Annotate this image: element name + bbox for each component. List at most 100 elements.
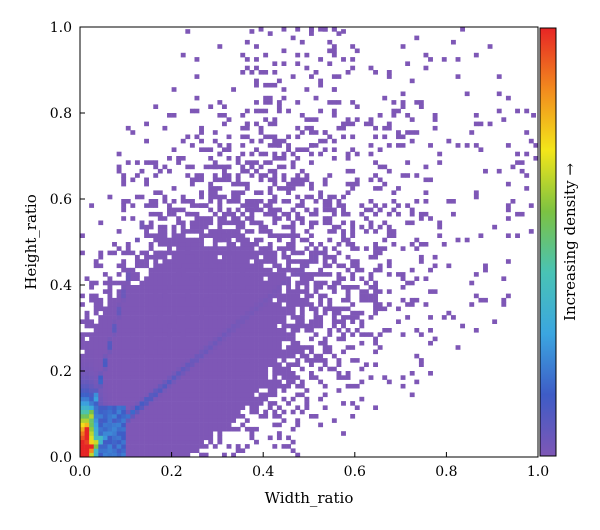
heatmap-cell — [121, 396, 127, 402]
heatmap-cell — [331, 310, 337, 316]
heatmap-cell — [235, 285, 241, 290]
heatmap-cell — [194, 379, 200, 385]
heatmap-cell — [258, 401, 264, 406]
heatmap-cell — [144, 345, 149, 350]
heatmap-cell — [254, 409, 259, 415]
heatmap-cell — [107, 435, 113, 441]
heatmap-cell — [98, 388, 104, 393]
heatmap-cell — [322, 345, 328, 350]
heatmap-cell — [89, 422, 95, 428]
heatmap-cell — [276, 431, 282, 436]
heatmap-cell — [176, 422, 182, 428]
heatmap-cell — [134, 315, 140, 320]
heatmap-cell — [217, 388, 223, 393]
heatmap-cell — [263, 250, 269, 256]
heatmap-cell — [176, 388, 182, 393]
heatmap-cell — [240, 358, 246, 363]
heatmap-cell — [281, 164, 287, 170]
heatmap-cell — [240, 285, 246, 290]
heatmap-cell — [240, 371, 246, 376]
heatmap-cell — [217, 113, 223, 118]
heatmap-cell — [153, 345, 159, 350]
heatmap-cell — [336, 280, 342, 286]
heatmap-cell — [304, 358, 310, 363]
heatmap-cell — [80, 366, 85, 372]
heatmap-cell — [299, 272, 305, 277]
heatmap-cell — [84, 409, 90, 415]
heatmap-cell — [217, 353, 223, 359]
heatmap-cell — [249, 229, 255, 234]
heatmap-cell — [112, 302, 117, 307]
heatmap-cell — [167, 242, 172, 247]
heatmap-cell — [180, 156, 186, 161]
heatmap-cell — [258, 383, 264, 389]
heatmap-cell — [249, 272, 255, 277]
heatmap-cell — [134, 375, 140, 380]
heatmap-cell — [185, 340, 191, 346]
heatmap-cell — [189, 323, 195, 329]
heatmap-cell — [217, 224, 223, 230]
heatmap-cell — [249, 358, 255, 363]
heatmap-cell — [263, 229, 269, 234]
heatmap-cell — [299, 323, 305, 329]
heatmap-cell — [231, 323, 237, 329]
heatmap-cell — [281, 383, 287, 389]
heatmap-cell — [450, 211, 456, 217]
heatmap-cell — [231, 216, 237, 221]
heatmap-cell — [336, 250, 342, 256]
heatmap-cell — [194, 371, 200, 376]
heatmap-cell — [281, 306, 287, 312]
heatmap-cell — [244, 263, 250, 269]
heatmap-cell — [112, 323, 117, 329]
heatmap-cell — [322, 405, 328, 410]
heatmap-cell — [102, 280, 108, 286]
heatmap-cell — [148, 233, 154, 238]
heatmap-cell — [116, 349, 122, 355]
heatmap-cell — [331, 353, 337, 359]
heatmap-cell — [144, 435, 149, 441]
heatmap-cell — [134, 431, 140, 436]
heatmap-cell — [212, 379, 218, 385]
heatmap-cell — [400, 104, 406, 109]
heatmap-cell — [148, 379, 154, 385]
heatmap-cell — [107, 371, 113, 376]
heatmap-cell — [134, 306, 140, 312]
heatmap-cell — [185, 414, 191, 419]
heatmap-cell — [350, 246, 356, 251]
heatmap-cell — [249, 220, 255, 226]
heatmap-cell — [89, 375, 95, 380]
plot-frame — [79, 26, 539, 458]
heatmap-cell — [473, 121, 479, 127]
heatmap-cell — [116, 293, 122, 299]
heatmap-cell — [295, 211, 301, 217]
heatmap-cell — [322, 130, 328, 135]
heatmap-cell — [180, 263, 186, 269]
heatmap-cell — [217, 207, 223, 213]
heatmap-cell — [295, 392, 301, 398]
heatmap-cell — [249, 435, 255, 441]
heatmap-cell — [176, 267, 182, 273]
heatmap-cell — [217, 233, 223, 238]
heatmap-cell — [212, 254, 218, 260]
heatmap-cell — [531, 113, 537, 118]
heatmap-cell — [171, 87, 177, 92]
heatmap-cell — [281, 371, 287, 376]
heatmap-cell — [240, 259, 246, 264]
heatmap-cell — [125, 349, 131, 355]
heatmap-cell — [304, 388, 310, 393]
heatmap-cell — [84, 414, 90, 419]
heatmap-cell — [240, 319, 246, 324]
heatmap-cell — [386, 168, 392, 174]
heatmap-cell — [93, 345, 99, 350]
heatmap-cell — [272, 220, 278, 226]
heatmap-cell — [235, 315, 241, 320]
heatmap-cell — [263, 353, 269, 359]
heatmap-cell — [162, 237, 168, 243]
heatmap-cell — [354, 263, 360, 269]
heatmap-cell — [180, 328, 186, 333]
heatmap-cell — [318, 293, 324, 299]
heatmap-cell — [153, 104, 159, 109]
x-tick-label: 0.8 — [435, 464, 457, 480]
heatmap-cell — [244, 267, 250, 273]
heatmap-cell — [112, 310, 117, 316]
